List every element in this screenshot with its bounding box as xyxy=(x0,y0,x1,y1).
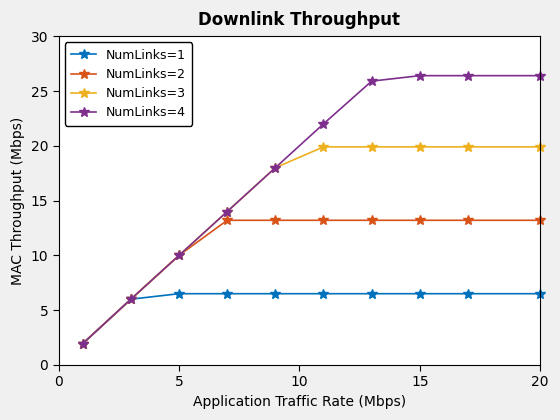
Line: NumLinks=3: NumLinks=3 xyxy=(78,142,545,349)
NumLinks=1 xyxy=(320,291,327,296)
NumLinks=4 xyxy=(176,253,183,258)
NumLinks=2 xyxy=(224,218,231,223)
NumLinks=2 xyxy=(320,218,327,223)
Y-axis label: MAC Throughput (Mbps): MAC Throughput (Mbps) xyxy=(11,116,25,285)
NumLinks=4 xyxy=(537,73,544,78)
NumLinks=2 xyxy=(128,297,134,302)
NumLinks=3 xyxy=(80,341,86,346)
NumLinks=2 xyxy=(465,218,472,223)
NumLinks=3 xyxy=(537,144,544,150)
NumLinks=4 xyxy=(80,341,86,346)
NumLinks=2 xyxy=(368,218,375,223)
NumLinks=4 xyxy=(320,121,327,126)
NumLinks=4 xyxy=(368,79,375,84)
NumLinks=3 xyxy=(417,144,423,150)
Title: Downlink Throughput: Downlink Throughput xyxy=(198,11,400,29)
NumLinks=2 xyxy=(537,218,544,223)
NumLinks=4 xyxy=(465,73,472,78)
NumLinks=3 xyxy=(320,144,327,150)
NumLinks=1 xyxy=(80,341,86,346)
NumLinks=1 xyxy=(465,291,472,296)
NumLinks=1 xyxy=(224,291,231,296)
X-axis label: Application Traffic Rate (Mbps): Application Traffic Rate (Mbps) xyxy=(193,395,406,409)
NumLinks=4 xyxy=(417,73,423,78)
Legend: NumLinks=1, NumLinks=2, NumLinks=3, NumLinks=4: NumLinks=1, NumLinks=2, NumLinks=3, NumL… xyxy=(65,42,193,126)
NumLinks=3 xyxy=(176,253,183,258)
NumLinks=3 xyxy=(465,144,472,150)
NumLinks=1 xyxy=(176,291,183,296)
NumLinks=4 xyxy=(224,209,231,214)
NumLinks=1 xyxy=(417,291,423,296)
Line: NumLinks=4: NumLinks=4 xyxy=(78,71,545,349)
NumLinks=3 xyxy=(368,144,375,150)
NumLinks=1 xyxy=(368,291,375,296)
NumLinks=3 xyxy=(128,297,134,302)
NumLinks=1 xyxy=(272,291,279,296)
NumLinks=3 xyxy=(224,209,231,214)
NumLinks=2 xyxy=(80,341,86,346)
NumLinks=1 xyxy=(537,291,544,296)
Line: NumLinks=2: NumLinks=2 xyxy=(78,215,545,349)
Line: NumLinks=1: NumLinks=1 xyxy=(78,289,545,349)
NumLinks=2 xyxy=(176,253,183,258)
NumLinks=4 xyxy=(128,297,134,302)
NumLinks=1 xyxy=(128,297,134,302)
NumLinks=2 xyxy=(272,218,279,223)
NumLinks=4 xyxy=(272,165,279,170)
NumLinks=2 xyxy=(417,218,423,223)
NumLinks=3 xyxy=(272,165,279,170)
